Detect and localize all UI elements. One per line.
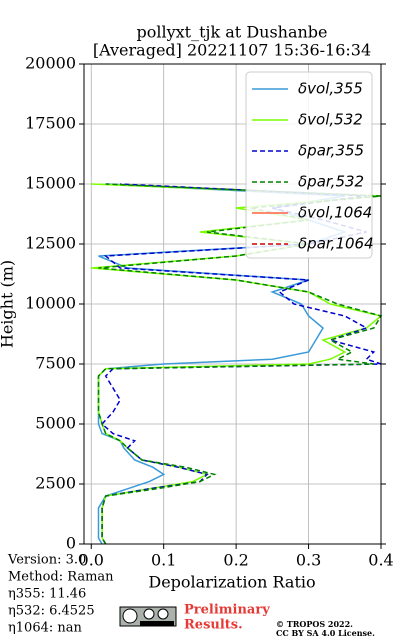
- legend-label: δpar,355: [298, 142, 364, 160]
- x-axis-label: Depolarization Ratio: [148, 573, 315, 592]
- info-text: Version: 3.0: [7, 553, 86, 568]
- legend-label: δvol,532: [298, 111, 363, 129]
- x-tick-label: 0.1: [151, 551, 176, 570]
- y-tick-label: 7500: [35, 354, 76, 373]
- x-tick-label: 0.2: [223, 551, 248, 570]
- chart-subtitle: [Averaged] 20221107 15:36-16:34: [93, 41, 371, 60]
- cc-logo: [119, 606, 177, 627]
- info-text: η355: 11.46: [8, 587, 86, 602]
- legend-label: δvol,355: [298, 80, 363, 98]
- y-tick-label: 5000: [35, 414, 76, 433]
- info-text: η532: 6.4525: [8, 604, 95, 619]
- profile-line: [101, 183, 382, 545]
- chart-title: pollyxt_tjk at Dushanbe: [136, 23, 327, 42]
- y-tick-label: 10000: [25, 294, 76, 313]
- y-axis-label: Height (m): [0, 260, 17, 348]
- info-text: Method: Raman: [8, 570, 114, 585]
- y-tick-label: 15000: [25, 174, 76, 193]
- legend-label: δvol,1064: [298, 204, 372, 222]
- x-tick-label: 0.3: [296, 551, 321, 570]
- notice-text: Preliminary: [184, 603, 270, 618]
- x-tick-label: 0.0: [79, 551, 104, 570]
- copyright-text: © TROPOS 2022.: [276, 619, 353, 629]
- y-tick-label: 0: [66, 534, 76, 553]
- y-tick-label: 12500: [25, 234, 76, 253]
- y-tick-label: 17500: [25, 114, 76, 133]
- legend-box: [245, 71, 373, 259]
- legend-label: δpar,532: [298, 173, 364, 191]
- plot-frame: [83, 63, 382, 545]
- copyright-text: CC BY SA 4.0 License.: [276, 628, 375, 638]
- y-tick-label: 20000: [25, 54, 76, 73]
- profile-line: [97, 183, 383, 545]
- x-tick-label: 0.4: [368, 551, 393, 570]
- info-text: η1064: nan: [8, 621, 83, 636]
- legend-label: δpar,1064: [298, 235, 374, 253]
- y-tick-label: 2500: [35, 474, 76, 493]
- notice-text: Results.: [184, 618, 243, 633]
